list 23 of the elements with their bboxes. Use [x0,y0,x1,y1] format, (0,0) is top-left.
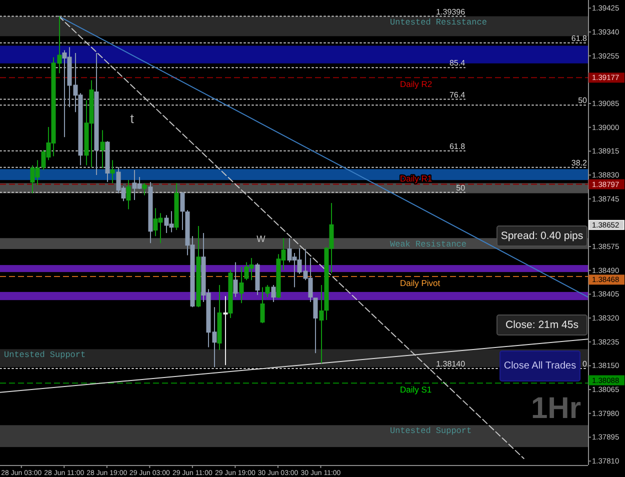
series-label: 38.2 [571,158,588,168]
annotation: 1Hr [530,392,582,425]
ref-line-label: Daily S1 [400,384,432,395]
series-label: 61.8 [449,142,466,151]
band-label: Untested Support [4,350,86,360]
series-label: 76.4 [449,90,466,100]
annotation: t [130,111,134,126]
annotation: Spread: 0.40 pips [500,230,584,242]
band-label: Untested Resistance [390,17,487,28]
annotation: Close All Trades [504,360,576,372]
annotation: w [256,231,266,245]
ref-line-label: Daily Pivot [400,278,441,288]
annotation: Close: 21m 45s [506,319,578,331]
series-label: 50 [456,183,466,192]
ref-line-label: Daily R2 [400,79,432,90]
series-label: 1.39396 [436,7,466,16]
series-label: 0 [582,360,588,369]
series-label: 50 [578,96,588,106]
band-label: Untested Support [390,426,472,436]
band-label: Weak Resistance [390,240,467,250]
series-label: 85.4 [449,58,466,68]
series-label: 61.8 [571,34,588,43]
annotation: 1.38140 [436,360,466,369]
